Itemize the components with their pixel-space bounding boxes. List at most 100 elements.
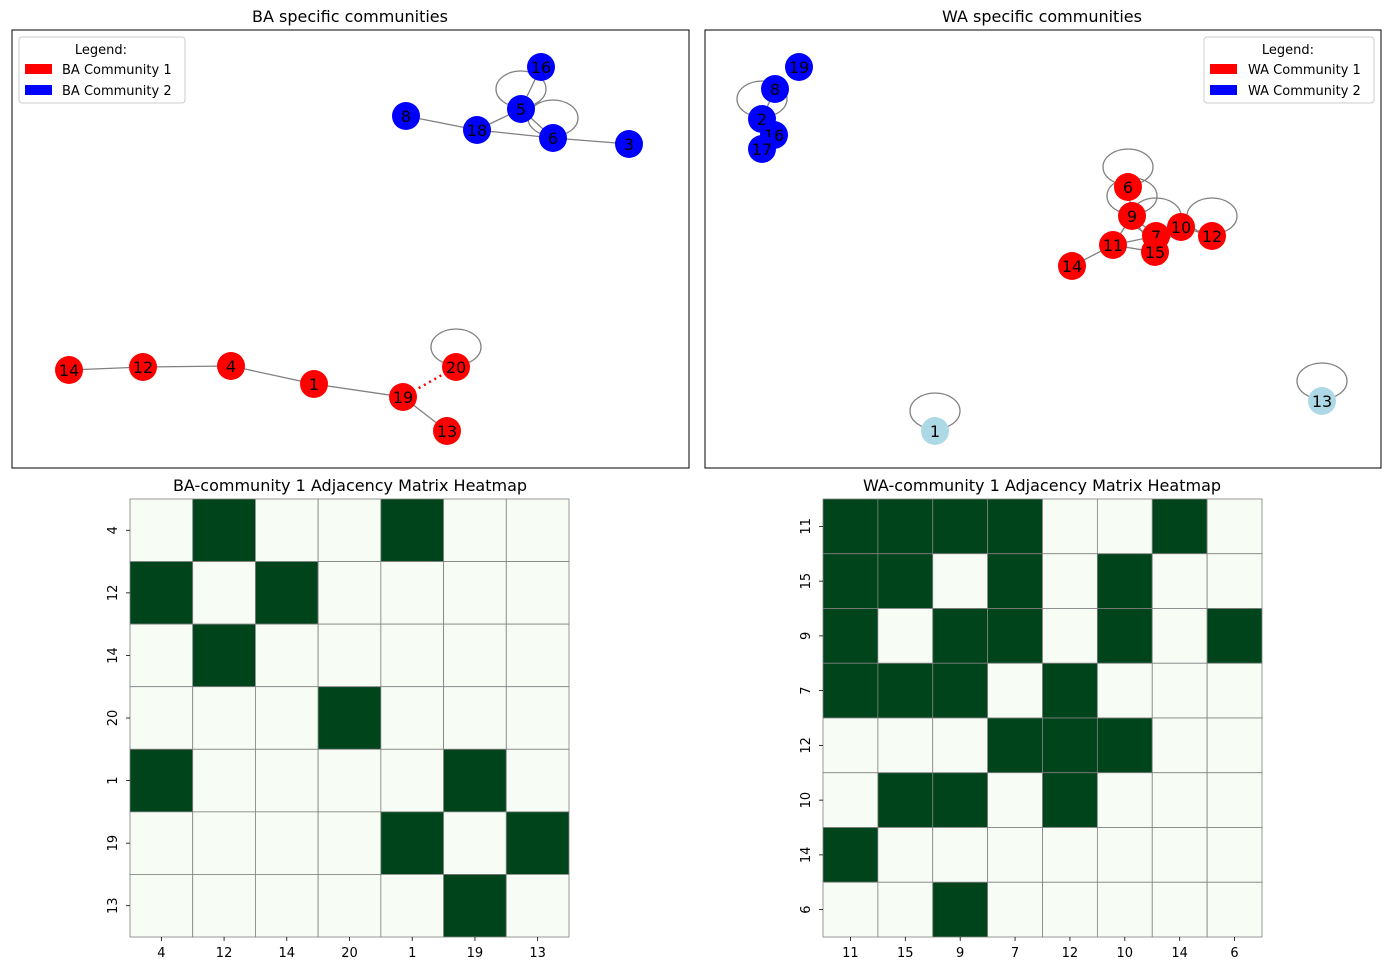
- ba-heatmap-cell-12-12: [192, 561, 256, 625]
- wa-heatmap-cell-7-9: [932, 662, 989, 719]
- ba-node-label-18: 18: [467, 121, 487, 140]
- wa-heatmap-cell-15-7: [987, 553, 1043, 609]
- ba-heatmap-cell-20-1: [380, 686, 444, 750]
- ba-heatmap-cell-4-20: [317, 498, 382, 562]
- wa-heatmap-cell-15-14: [1151, 553, 1208, 609]
- ba-heatmap-cell-1-4: [129, 748, 194, 813]
- wa-heatmap-cell-6-14: [1151, 881, 1208, 938]
- ba-heatmap-cell-12-1: [380, 561, 444, 625]
- ba-heatmap-cell-1-1: [380, 748, 444, 813]
- wa-heatmap-cell-6-10: [1096, 881, 1153, 938]
- ba-heatmap-cell-4-13: [505, 498, 570, 562]
- ba-heatmap-y-tick-label-13: 13: [106, 897, 121, 914]
- wa-heatmap-cell-6-9: [932, 881, 989, 938]
- ba-node-label-1: 1: [309, 375, 319, 394]
- wa-heatmap-y-tick-label-11: 11: [799, 518, 814, 535]
- wa-heatmap-y-tick-label-14: 14: [799, 847, 814, 864]
- ba-heatmap-cell-4-12: [192, 498, 256, 562]
- wa-node-label-14: 14: [1062, 257, 1082, 276]
- wa-heatmap-cell-10-14: [1151, 772, 1208, 828]
- ba-legend-swatch-community-2: [25, 85, 52, 95]
- ba-heatmap-y-tick-label-20: 20: [106, 710, 121, 727]
- ba-node-3: [615, 130, 643, 158]
- ba-heatmap-x-tick-label-1: 1: [408, 946, 416, 961]
- wa-legend-title: Legend:: [1262, 43, 1314, 58]
- ba-heatmap-cell-14-20: [317, 623, 382, 688]
- wa-heatmap-cell-11-7: [987, 498, 1043, 555]
- ba-node-8: [392, 102, 420, 130]
- wa-heatmap-cell-11-14: [1151, 498, 1208, 555]
- ba-legend-box: [18, 36, 186, 104]
- wa-heatmap-y-tick-label-10: 10: [799, 792, 814, 809]
- ba-heatmap-x-tick-label-20: 20: [341, 946, 358, 961]
- wa-heatmap-y-tick-label-12: 12: [799, 737, 814, 754]
- wa-heatmap-cell-11-15: [877, 498, 934, 555]
- wa-heatmap-cell-9-6: [1206, 608, 1263, 664]
- wa-legend: Legend: WA Community 1 WA Community 2: [1203, 36, 1375, 104]
- ba-heatmap-cell-1-13: [505, 748, 570, 813]
- ba-legend: Legend: BA Community 1 BA Community 2: [18, 36, 186, 104]
- ba-heatmap-cell-13-19: [443, 874, 507, 938]
- ba-heatmap-cell-20-12: [192, 686, 256, 750]
- wa-node-17: [748, 135, 776, 163]
- ba-heatmap-cell-1-19: [443, 748, 507, 813]
- wa-heatmap-cell-7-6: [1206, 662, 1263, 719]
- wa-heatmap-x-tick-label-12: 12: [1062, 946, 1079, 961]
- wa-node-label-7: 7: [1151, 227, 1161, 246]
- wa-heatmap-x-tick-label-9: 9: [956, 946, 964, 961]
- wa-heatmap-cell-12-11: [822, 717, 879, 774]
- wa-node-13: [1308, 387, 1336, 415]
- ba-node-label-14: 14: [59, 361, 79, 380]
- ba-heatmap-cell-12-19: [443, 561, 507, 625]
- ba-heatmap-x-tick-label-19: 19: [467, 946, 484, 961]
- ba-node-label-12: 12: [133, 358, 153, 377]
- wa-heatmap-y-tick-label-15: 15: [799, 573, 814, 590]
- ba-node-6: [539, 124, 567, 152]
- wa-heatmap-cell-12-12: [1042, 717, 1098, 774]
- wa-heatmap-cell-7-12: [1042, 662, 1098, 719]
- wa-node-6: [1114, 173, 1142, 201]
- wa-heatmap-cell-9-14: [1151, 608, 1208, 664]
- wa-heatmap-cell-7-11: [822, 662, 879, 719]
- wa-heatmap-cell-7-7: [987, 662, 1043, 719]
- wa-heatmap-panel: 11 15 9 7 12 10 14 6 11 15 9 7 12 10 14 6: [799, 498, 1263, 961]
- wa-heatmap-cell-7-15: [877, 662, 934, 719]
- wa-heatmap-cell-15-15: [877, 553, 934, 609]
- ba-legend-swatch-community-1: [25, 64, 52, 74]
- wa-node-label-8: 8: [770, 80, 780, 99]
- wa-heatmap-cell-6-15: [877, 881, 934, 938]
- ba-edge-19-20: [402, 365, 457, 399]
- wa-heatmap-cell-14-12: [1042, 827, 1098, 883]
- ba-node-18: [463, 116, 491, 144]
- wa-heatmap-cell-14-10: [1096, 827, 1153, 883]
- wa-heatmap-cell-15-10: [1096, 553, 1153, 609]
- wa-heatmap-x-tick-label-7: 7: [1011, 946, 1019, 961]
- wa-node-label-12: 12: [1202, 227, 1222, 246]
- wa-network-title: WA specific communities: [942, 7, 1142, 26]
- ba-heatmap-cell-1-14: [255, 748, 319, 813]
- wa-heatmap-cell-11-6: [1206, 498, 1263, 555]
- wa-node-label-1: 1: [930, 422, 940, 441]
- ba-legend-label-community-1: BA Community 1: [62, 63, 172, 78]
- ba-edge-12-4: [142, 365, 232, 368]
- ba-node-13: [433, 417, 461, 445]
- wa-heatmap-cell-14-11: [822, 827, 879, 883]
- wa-heatmap-x-tick-label-15: 15: [897, 946, 914, 961]
- wa-node-8: [761, 75, 789, 103]
- wa-heatmap-cell-10-15: [877, 772, 934, 828]
- ba-heatmap-y-tick-label-12: 12: [106, 585, 121, 602]
- ba-heatmap-panel: 4 12 14 20 1 19 13 4 12 14 20 1 19 13: [106, 498, 570, 961]
- ba-heatmap-cell-12-13: [505, 561, 570, 625]
- ba-heatmap-cell-13-4: [129, 874, 194, 938]
- wa-heatmap-cell-15-6: [1206, 553, 1263, 609]
- ba-heatmap-y-tick-label-4: 4: [106, 526, 121, 534]
- wa-heatmap-cell-11-10: [1096, 498, 1153, 555]
- wa-heatmap-cell-10-7: [987, 772, 1043, 828]
- ba-heatmap-cell-20-19: [443, 686, 507, 750]
- ba-heatmap-title: BA-community 1 Adjacency Matrix Heatmap: [173, 476, 527, 495]
- wa-heatmap-cell-12-14: [1151, 717, 1208, 774]
- ba-heatmap-cell-14-19: [443, 623, 507, 688]
- ba-heatmap-cell-20-14: [255, 686, 319, 750]
- ba-network-title: BA specific communities: [252, 7, 448, 26]
